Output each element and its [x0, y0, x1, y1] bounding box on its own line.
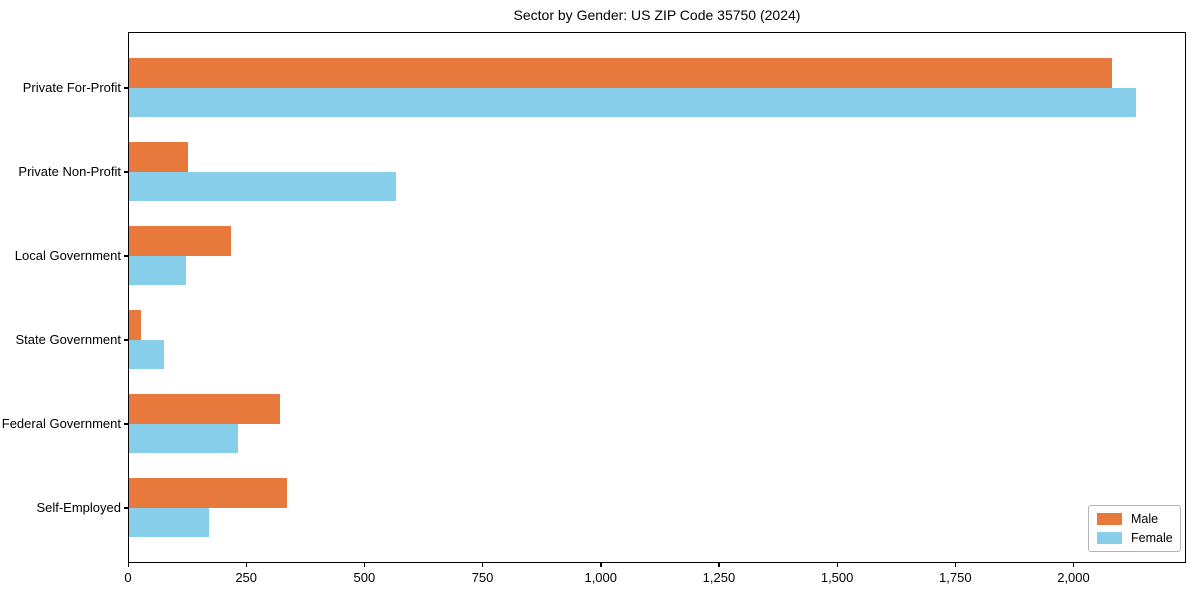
x-tick-mark: [245, 563, 248, 567]
bar-local-government-male: [129, 226, 231, 256]
x-tick-mark: [363, 563, 366, 567]
x-axis-tick-label: 500: [353, 570, 376, 585]
y-axis-category-label: Local Government: [14, 247, 121, 263]
y-tick-mark: [124, 507, 128, 509]
x-tick-mark: [954, 563, 957, 567]
plot-area: [128, 32, 1186, 563]
legend-swatch-female: [1097, 532, 1122, 544]
legend-items: Male Female: [1097, 512, 1173, 545]
x-tick-mark: [1072, 563, 1075, 567]
y-tick-mark: [124, 171, 128, 173]
y-axis-category-label: State Government: [15, 331, 122, 347]
x-axis-tick-label: 1,250: [702, 570, 736, 585]
x-axis-tick-label: 1,000: [584, 570, 618, 585]
bar-federal-government-female: [129, 423, 238, 454]
x-tick-mark: [127, 563, 129, 567]
x-tick-mark: [600, 563, 602, 567]
x-axis-tick-label: 1,500: [820, 570, 854, 585]
x-axis-tick-label: 2,000: [1057, 570, 1090, 585]
x-tick-mark: [718, 563, 720, 567]
y-tick-mark: [124, 339, 128, 341]
legend: Male Female: [1088, 505, 1181, 552]
y-axis-category-label: Self-Employed: [36, 499, 121, 515]
x-tick-mark: [482, 563, 484, 567]
y-tick-mark: [124, 87, 128, 89]
bar-private-non-profit-male: [129, 142, 189, 172]
x-axis-tick-label: 250: [235, 570, 258, 585]
x-axis-tick-label: 0: [124, 570, 132, 585]
chart-title: Sector by Gender: US ZIP Code 35750 (202…: [513, 7, 801, 23]
bar-state-government-male: [129, 310, 141, 340]
legend-item-female: Female: [1097, 531, 1173, 545]
x-axis-tick-label: 1,750: [939, 570, 972, 585]
y-tick-mark: [124, 255, 128, 257]
bar-private-for-profit-female: [129, 87, 1136, 118]
legend-swatch-male: [1097, 513, 1122, 525]
legend-item-male: Male: [1097, 512, 1172, 526]
bar-local-government-female: [129, 255, 186, 286]
y-axis-category-label: Federal Government: [1, 415, 121, 431]
x-tick-mark: [836, 563, 838, 567]
bar-private-for-profit-male: [129, 58, 1113, 88]
bar-self-employed-female: [129, 507, 210, 538]
y-axis-category-label: Private Non-Profit: [18, 163, 121, 179]
bar-self-employed-male: [129, 478, 288, 508]
legend-label: Male: [1131, 512, 1159, 526]
legend-label: Female: [1131, 531, 1173, 545]
y-axis-category-label: Private For-Profit: [22, 79, 121, 95]
bar-federal-government-male: [129, 394, 281, 424]
bar-state-government-female: [129, 339, 165, 370]
x-axis-tick-label: 750: [471, 570, 494, 585]
y-tick-mark: [124, 423, 128, 425]
bar-private-non-profit-female: [129, 171, 397, 202]
